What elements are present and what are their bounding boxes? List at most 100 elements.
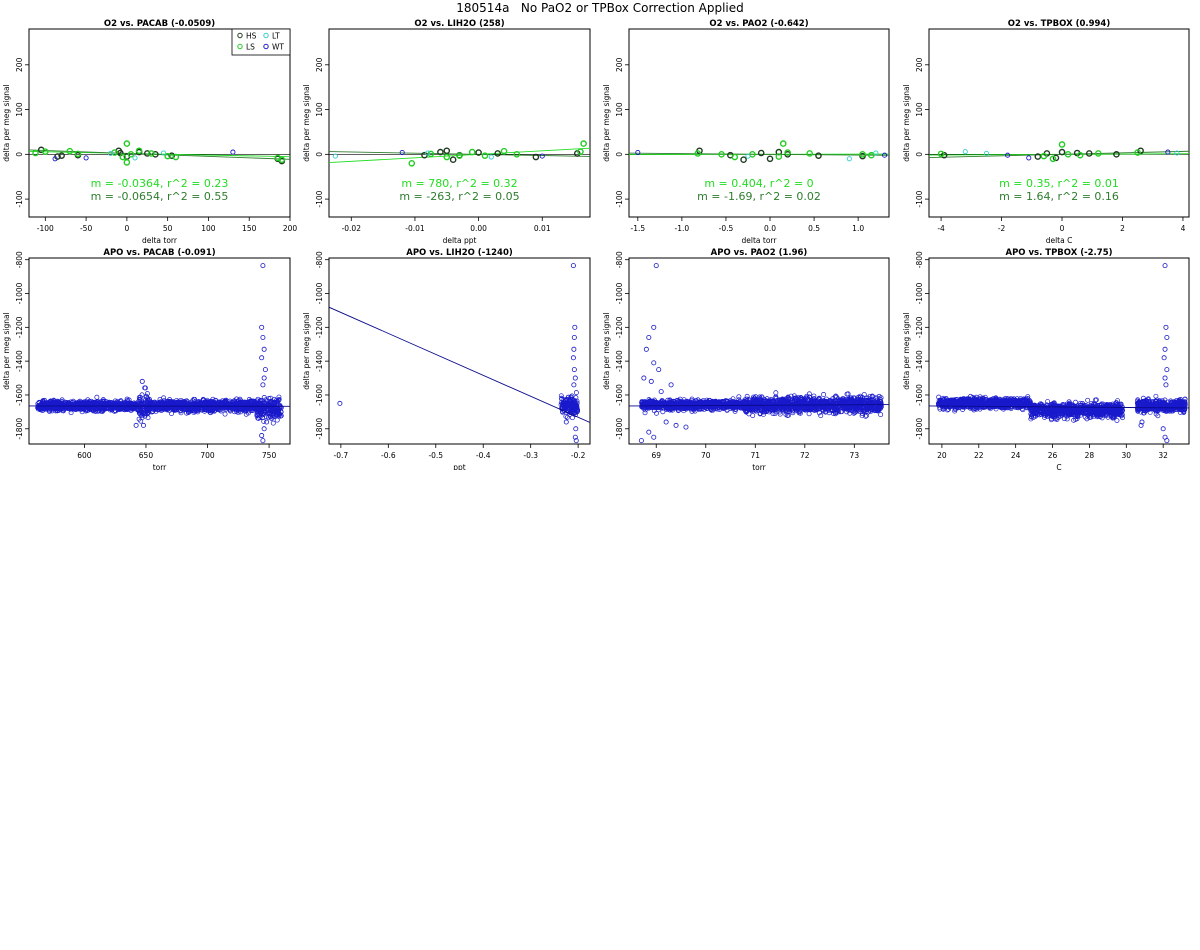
fit-annotation: m = 0.35, r^2 = 0.01	[999, 177, 1119, 190]
data-point	[123, 140, 131, 147]
data-point	[873, 150, 879, 156]
x-axis-label: torr	[153, 463, 167, 470]
x-tick-label: 69	[651, 451, 661, 460]
data-point	[261, 395, 267, 400]
data-point	[443, 147, 451, 155]
data-point	[202, 399, 208, 405]
data-point	[427, 150, 435, 158]
data-point	[859, 151, 866, 158]
data-point	[737, 402, 743, 407]
y-tick-label: -800	[315, 251, 324, 268]
series-LS	[32, 140, 286, 166]
data-point	[759, 400, 765, 406]
x-tick-label: -1.0	[675, 224, 690, 233]
data-point	[35, 403, 41, 408]
plot-frame	[928, 257, 1190, 445]
fit-annotation: m = -0.0364, r^2 = 0.23	[91, 177, 229, 190]
data-point	[646, 397, 652, 403]
series-apo	[935, 263, 1188, 444]
plot-frame	[628, 28, 890, 218]
data-point	[766, 402, 772, 407]
data-point	[246, 399, 251, 405]
data-point	[782, 406, 788, 412]
y-tick-label: -1200	[915, 316, 924, 338]
data-point	[651, 434, 657, 440]
data-point	[246, 408, 252, 414]
data-point	[562, 405, 568, 411]
plot-area	[329, 140, 590, 167]
data-point	[559, 395, 565, 401]
data-point	[870, 403, 876, 409]
data-point	[795, 397, 801, 403]
data-point	[839, 409, 845, 415]
data-point	[37, 406, 43, 412]
data-point	[655, 404, 661, 410]
x-tick-label: 4	[1181, 224, 1186, 233]
data-point	[806, 391, 812, 397]
legend-label-LS: LS	[246, 43, 255, 52]
data-point	[759, 408, 764, 414]
x-tick-label: -100	[37, 224, 54, 233]
x-tick-label: 30	[1122, 451, 1132, 460]
data-point	[747, 406, 752, 412]
data-point	[825, 406, 830, 412]
data-point	[45, 404, 51, 409]
x-tick-label: -2	[998, 224, 1006, 233]
data-point	[240, 406, 246, 412]
x-axis-label: delta ppt	[443, 236, 477, 245]
x-tick-label: -4	[937, 224, 945, 233]
data-point	[456, 152, 463, 159]
plot-frame	[628, 257, 890, 445]
data-point	[724, 407, 730, 413]
x-tick-label: -0.7	[334, 451, 349, 460]
x-tick-label: 0	[1060, 224, 1065, 233]
data-point	[750, 413, 756, 419]
y-axis-label: delta per meg signal	[302, 312, 311, 389]
data-point	[270, 420, 276, 426]
x-tick-label: -50	[80, 224, 92, 233]
data-point	[635, 149, 641, 156]
data-point	[83, 155, 89, 161]
data-point	[766, 155, 774, 163]
data-point	[709, 402, 715, 408]
data-point	[772, 406, 778, 412]
data-point	[337, 400, 343, 406]
data-point	[270, 409, 276, 414]
data-point	[695, 403, 701, 409]
data-point	[668, 382, 674, 388]
data-point	[67, 402, 73, 408]
data-point	[783, 409, 789, 415]
data-point	[1005, 152, 1011, 158]
data-point	[147, 396, 152, 402]
y-tick-label: -1600	[315, 384, 324, 406]
data-point	[1085, 150, 1093, 157]
data-point	[568, 407, 574, 413]
x-tick-label: 650	[139, 451, 154, 460]
y-tick-label: 200	[315, 57, 324, 72]
data-point	[191, 408, 197, 414]
data-point	[70, 404, 76, 410]
y-tick-label: -1400	[915, 350, 924, 372]
plot-area	[29, 263, 290, 444]
data-point	[786, 406, 792, 412]
data-point	[664, 400, 670, 406]
data-point	[562, 399, 567, 405]
data-point	[52, 156, 58, 162]
chart-title: APO vs. PAO2 (1.96)	[711, 248, 808, 258]
fit-annotation: m = -1.69, r^2 = 0.02	[697, 190, 821, 203]
legend-label-LT: LT	[272, 32, 280, 41]
data-point	[563, 404, 569, 410]
data-point	[139, 392, 145, 398]
data-point	[683, 424, 689, 430]
data-point	[275, 399, 281, 404]
x-tick-label: 26	[1048, 451, 1058, 460]
data-point	[876, 406, 882, 412]
plot-frame	[328, 257, 591, 445]
data-point	[36, 404, 42, 410]
data-point	[268, 395, 274, 401]
data-point	[730, 396, 736, 402]
data-point	[863, 403, 869, 409]
data-point	[651, 360, 657, 366]
y-tick-label: -1400	[615, 350, 624, 372]
data-point	[73, 400, 79, 406]
